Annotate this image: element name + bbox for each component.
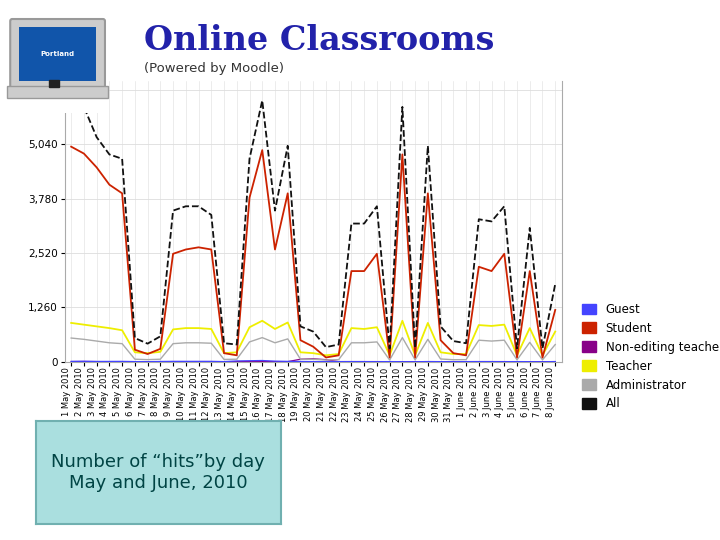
FancyBboxPatch shape [19, 27, 96, 80]
FancyBboxPatch shape [7, 86, 108, 98]
Text: Portland: Portland [40, 51, 75, 57]
Text: (Powered by Moodle): (Powered by Moodle) [144, 62, 284, 75]
Text: Number of “hits”by day
May and June, 2010: Number of “hits”by day May and June, 201… [51, 453, 266, 492]
Legend: Guest, Student, Non-editing teacher, Teacher, Administrator, All: Guest, Student, Non-editing teacher, Tea… [582, 303, 720, 410]
FancyBboxPatch shape [10, 19, 105, 90]
Text: Online Classrooms: Online Classrooms [144, 24, 495, 57]
